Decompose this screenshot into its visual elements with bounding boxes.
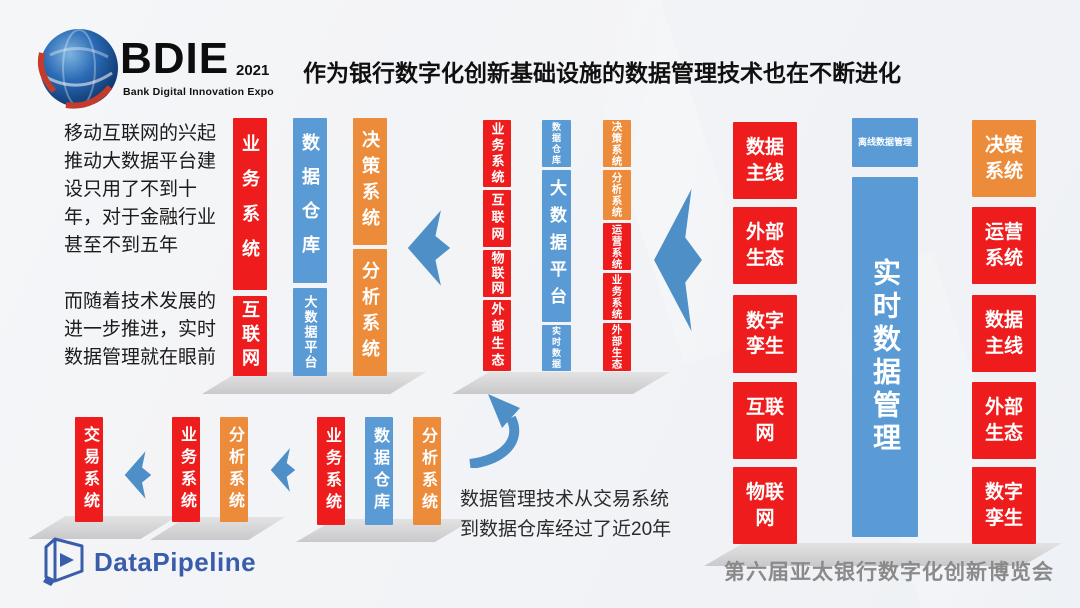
bar-iot: 物联网: [483, 250, 511, 297]
brand-year: 2021: [236, 62, 270, 79]
bar-data-warehouse: 数据仓库: [365, 417, 393, 525]
bar-transaction-system: 交易系统: [75, 417, 103, 522]
brand-subtitle: Bank Digital Innovation Expo: [123, 86, 274, 98]
bar-realtime-data: 实时数据: [542, 325, 571, 371]
block-offline-data-mgmt: 离线数据管理: [852, 118, 918, 167]
arrow-icon: [654, 188, 702, 332]
bar-internet: 互联网: [233, 296, 267, 376]
platform-base: [28, 516, 178, 539]
platform-base: [150, 517, 285, 540]
bar-business-system: 业务系统: [483, 120, 511, 187]
bar-analysis-system: 分析系统: [220, 417, 248, 522]
bar-operation-system: 运营系统: [603, 223, 631, 270]
arrow-icon: [124, 451, 152, 499]
arrow-icon: [407, 210, 451, 286]
bar-business-system: 业务系统: [233, 118, 267, 290]
platform-base: [452, 372, 670, 394]
event-name: 第六届亚太银行数字化创新博览会: [724, 561, 1054, 584]
caption-line-2: 到数据仓库经过了近20年: [460, 519, 672, 540]
block-data-mainline: 数据主线: [733, 122, 797, 199]
bar-external-eco: 外部生态: [483, 300, 511, 371]
brand-name: BDIE: [120, 34, 230, 83]
bar-internet: 互联网: [483, 190, 511, 247]
datapipeline-logo-text: DataPipeline: [94, 547, 257, 577]
bar-bigdata-platform: 大数据平台: [293, 288, 327, 376]
block-digital-twin: 数字孪生: [972, 467, 1036, 544]
arrow-icon: [270, 448, 296, 492]
intro-paragraph-1: 移动互联网的兴起推动大数据平台建设只用了不到十年，对于金融行业甚至不到五年: [64, 123, 217, 256]
datapipeline-logo-icon: [43, 537, 84, 586]
platform-base: [704, 543, 1062, 566]
caption: 数据管理技术从交易系统 到数据仓库经过了近20年: [460, 485, 671, 545]
bar-data-warehouse: 数据仓库: [542, 120, 571, 167]
block-digital-twin: 数字孪生: [733, 295, 797, 373]
caption-line-1: 数据管理技术从交易系统: [460, 489, 670, 510]
bar-analysis-system: 分析系统: [603, 170, 631, 220]
bar-external-eco: 外部生态: [603, 323, 631, 371]
block-internet: 互联网: [733, 382, 797, 459]
curved-arrow-icon: [469, 394, 520, 468]
page-title: 作为银行数字化创新基础设施的数据管理技术也在不断进化: [303, 60, 901, 86]
bar-analysis-system: 分析系统: [353, 249, 387, 376]
block-data-mainline: 数据主线: [972, 295, 1036, 372]
block-decision-system: 决策系统: [972, 120, 1036, 197]
block-iot: 物联网: [733, 467, 797, 544]
bar-bigdata-platform: 大数据平台: [542, 170, 571, 322]
intro-paragraph-2: 而随着技术发展的进一步推进，实时数据管理就在眼前: [64, 291, 217, 368]
bar-data-warehouse: 数据仓库: [293, 118, 327, 283]
bar-realtime-data-mgmt: 实时数据管理: [852, 177, 918, 537]
bar-decision-system: 决策系统: [603, 120, 631, 167]
block-external-eco: 外部生态: [733, 207, 797, 284]
intro-text: 移动互联网的兴起推动大数据平台建设只用了不到十年，对于金融行业甚至不到五年 而随…: [64, 120, 216, 400]
bar-business-system: 业务系统: [172, 417, 200, 522]
block-operation-system: 运营系统: [972, 207, 1036, 284]
bar-analysis-system: 分析系统: [413, 417, 441, 525]
block-external-eco: 外部生态: [972, 382, 1036, 459]
bdie-globe-logo: [37, 29, 118, 109]
bar-decision-system: 决策系统: [353, 118, 387, 245]
platform-base: [202, 372, 426, 394]
bar-business-system: 业务系统: [317, 417, 345, 525]
bar-business-system: 业务系统: [603, 273, 631, 320]
